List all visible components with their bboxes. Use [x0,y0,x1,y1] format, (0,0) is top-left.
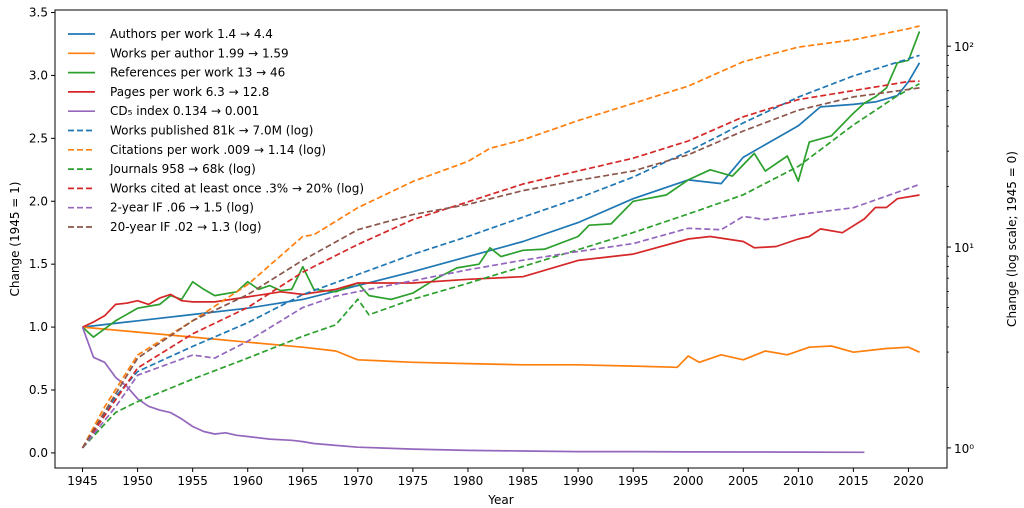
x-axis-label: Year [487,493,513,507]
y2-tick-label: 10⁰ [954,442,974,456]
y-tick-label: 0.0 [29,446,48,460]
legend-label: 20-year IF .02 → 1.3 (log) [110,220,262,234]
y-tick-label: 1.0 [29,320,48,334]
legend-label: CD₅ index 0.134 → 0.001 [110,104,259,118]
series-line-7 [81,25,920,449]
series-layer [81,25,921,454]
legend-label: Pages per work 6.3 → 12.8 [110,85,269,99]
y-tick-label: 3.0 [29,68,48,82]
y2-tick-label: 10¹ [954,241,974,255]
x-axis: 1945 1950 1955 1960 1965 1970 1975 1980 1985 1990… [67,468,924,488]
series-line-5 [81,326,865,454]
legend: Authors per work 1.4 → 4.4 Works per auth… [68,27,364,234]
y2-axis-label: Change (log scale; 1945 = 0) [1005,151,1019,327]
x-tick-label: 2000 [673,474,704,488]
legend-label: 2-year IF .06 → 1.5 (log) [110,201,254,215]
series-line-1 [82,62,921,328]
x-tick-label: 1975 [398,474,429,488]
y-tick-label: 2.0 [29,194,48,208]
y-tick-label: 1.5 [29,257,48,271]
y-axis-left: 0.0 0.5 1.0 1.5 2.0 2.5 3.0 3.5 [29,6,55,460]
series-line-10 [81,183,920,449]
x-tick-label: 1985 [508,474,539,488]
x-tick-label: 1970 [343,474,374,488]
series-line-8 [81,82,920,449]
legend-label: Journals 958 → 68k (log) [109,162,256,176]
x-tick-label: 1945 [67,474,98,488]
plot-frame [54,9,948,469]
y-tick-label: 2.5 [29,131,48,145]
series-line-9 [81,80,920,449]
x-tick-label: 2020 [893,474,924,488]
x-tick-label: 1995 [618,474,649,488]
x-tick-label: 2015 [838,474,869,488]
x-tick-label: 1980 [453,474,484,488]
y-tick-label: 0.5 [29,383,48,397]
x-tick-label: 1990 [563,474,594,488]
legend-label: Citations per work .009 → 1.14 (log) [110,143,326,157]
legend-label: Works cited at least once .3% → 20% (log… [110,181,364,195]
x-tick-label: 1960 [232,474,263,488]
y-axis-right: 10⁰ 10¹ 10² [947,40,974,456]
series-line-6 [81,54,920,449]
y-tick-label: 3.5 [29,6,48,20]
x-tick-label: 1955 [177,474,208,488]
x-tick-label: 2005 [728,474,759,488]
legend-label: Works per author 1.99 → 1.59 [110,46,289,60]
x-tick-label: 1965 [288,474,319,488]
series-line-4 [82,194,920,328]
series-line-11 [81,87,920,449]
series-line-3 [81,31,921,338]
legend-label: Works published 81k → 7.0M (log) [110,124,313,138]
y2-tick-label: 10² [954,40,974,54]
x-tick-label: 1950 [122,474,153,488]
series-line-2 [82,326,920,369]
y-axis-label: Change (1945 = 1) [8,182,22,297]
legend-label: References per work 13 → 46 [110,66,285,80]
x-tick-label: 2010 [783,474,814,488]
legend-label: Authors per work 1.4 → 4.4 [110,27,273,41]
